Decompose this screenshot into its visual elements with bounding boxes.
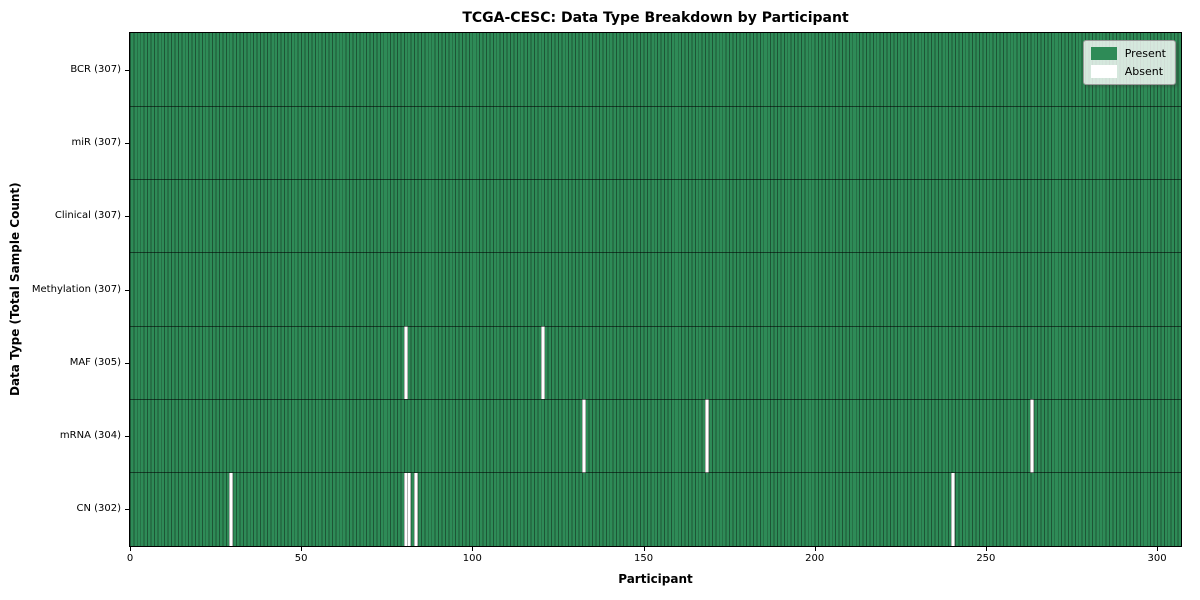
absent-cell-CN-29 [228, 472, 233, 546]
present-swatch-icon [1090, 47, 1117, 60]
x-tick-label-250: 250 [976, 553, 996, 564]
row-divider [130, 105, 1181, 107]
absent-cell-CN-81 [406, 472, 411, 546]
absent-cell-MAF-80 [403, 326, 408, 400]
x-tick-mark-0 [130, 547, 131, 551]
row-divider [130, 472, 1181, 474]
chart-title: TCGA-CESC: Data Type Breakdown by Partic… [462, 10, 849, 26]
x-tick-label-200: 200 [805, 553, 825, 564]
row-divider [130, 325, 1181, 327]
row-divider [130, 398, 1181, 400]
x-tick-mark-100 [472, 547, 474, 551]
x-tick-label-0: 0 [126, 553, 134, 564]
x-tick-label-150: 150 [633, 553, 654, 564]
absent-cell-mRNA-132 [581, 399, 586, 473]
legend-entry-present: Present [1090, 47, 1166, 60]
x-axis-label: Participant [618, 572, 693, 586]
legend-label-absent: Absent [1124, 65, 1164, 78]
x-tick-mark-150 [643, 547, 645, 551]
x-tick-mark-200 [814, 547, 816, 551]
legend-entry-absent: Absent [1090, 65, 1166, 78]
absent-swatch-icon [1090, 65, 1117, 78]
row-divider [130, 252, 1181, 254]
absent-cell-mRNA-168 [704, 399, 709, 473]
x-tick-mark-250 [985, 547, 987, 551]
plot-area: Present Absent [129, 32, 1182, 547]
x-tick-mark-300 [1157, 547, 1159, 551]
y-axis-label: Data Type (Total Sample Count) [8, 182, 22, 397]
x-tick-label-300: 300 [1147, 553, 1167, 564]
x-tick-label-50: 50 [294, 553, 308, 564]
absent-cell-mRNA-263 [1030, 399, 1035, 473]
absent-cell-MAF-120 [540, 326, 545, 400]
absent-cell-CN-240 [951, 472, 956, 546]
legend: Present Absent [1082, 40, 1176, 85]
x-tick-label-100: 100 [462, 553, 482, 564]
x-tick-mark-50 [301, 547, 303, 551]
row-divider [130, 179, 1181, 181]
absent-cell-CN-83 [413, 472, 418, 546]
legend-label-present: Present [1124, 47, 1166, 60]
